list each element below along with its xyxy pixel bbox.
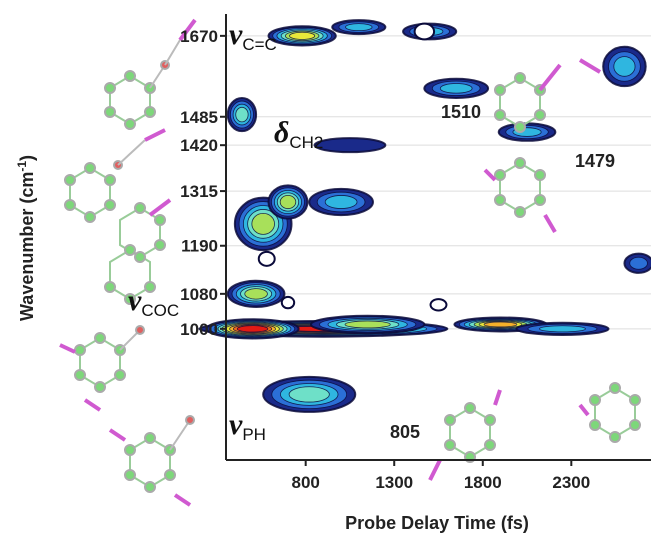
contour-level-5 [344, 320, 391, 329]
x-tick-label-800: 800 [292, 473, 320, 492]
contour-level-7 [483, 321, 518, 328]
contour-peak-13 [262, 375, 357, 413]
contour-peak-11 [308, 187, 374, 217]
contour-holes [257, 22, 448, 312]
y-tick-label-1190: 1190 [181, 237, 218, 256]
contour-level-4 [235, 106, 249, 123]
contour-peak-14 [226, 96, 258, 133]
y-axis-title-close: ) [17, 155, 37, 161]
annotation-805: 805 [390, 422, 420, 442]
y-axis-ticks: 1670 1485 1420 1315 1190 1080 1000 [180, 27, 226, 339]
molecule-4 [108, 415, 195, 507]
x-tick-label-2300: 2300 [552, 473, 590, 492]
molecule-5 [494, 58, 602, 133]
molecule-1 [104, 18, 197, 130]
y-tick-label-1000: 1000 [180, 320, 218, 339]
contour-map [198, 19, 651, 413]
annotation-nu-ph: νPH [229, 408, 266, 444]
annotation-1479: 1479 [575, 151, 615, 171]
molecule-8 [578, 382, 641, 443]
contour-level-6 [289, 31, 316, 40]
molecule-structures-right [428, 58, 641, 481]
y-axis-title-main: Wavenumber (cm [17, 172, 37, 321]
contour-peak-5 [515, 321, 610, 336]
contour-level-5 [244, 288, 268, 300]
contour-peak-8 [331, 19, 387, 36]
contour-hole-2 [257, 250, 276, 267]
contour-peak-18 [602, 45, 647, 88]
contour-hole-3 [280, 295, 296, 310]
contour-hole-1 [413, 22, 436, 41]
annotation-delta-ch2: δCH2 [274, 116, 323, 152]
x-tick-label-1300: 1300 [375, 473, 413, 492]
contour-level-4 [288, 386, 330, 403]
contour-peak-2 [205, 318, 300, 340]
y-tick-label-1485: 1485 [180, 108, 218, 127]
x-axis-title: Probe Delay Time (fs) [345, 513, 529, 533]
contour-level-3 [324, 195, 358, 209]
y-tick-label-1420: 1420 [180, 136, 218, 155]
y-axis-title: Wavenumber (cm-1) [15, 155, 37, 321]
contour-peak-10 [267, 184, 309, 220]
plot-area [198, 14, 651, 460]
contour-level-1 [313, 137, 387, 154]
y-tick-label-1670: 1670 [180, 27, 218, 46]
contour-peak-6 [267, 25, 337, 47]
contour-level-3 [345, 23, 373, 32]
contour-peak-3 [310, 314, 426, 335]
y-axis-title-exp: -1 [15, 161, 29, 172]
contour-peak-15 [423, 77, 490, 99]
contour-hole-4 [429, 298, 448, 312]
y-tick-label-1080: 1080 [180, 285, 218, 304]
y-tick-label-1315: 1315 [180, 182, 218, 201]
contour-peak-17 [313, 137, 387, 154]
annotation-1510: 1510 [441, 102, 481, 122]
contour-level-3 [539, 325, 586, 333]
contour-level-2 [629, 256, 648, 270]
x-axis-ticks: 800 1300 1800 2300 [292, 460, 590, 492]
contour-level-5 [251, 212, 275, 235]
contour-peak-12 [226, 279, 286, 308]
contour-level-9 [236, 325, 269, 333]
annotation-nu-coc: νCOC [128, 284, 179, 320]
contour-peak-16 [497, 122, 557, 142]
contour-level-3 [613, 56, 636, 77]
contour-level-5 [279, 194, 297, 210]
molecule-2 [64, 128, 172, 305]
annotations: νC=C δCH2 νCOC νPH 1510 1479 805 [128, 18, 615, 444]
molecule-3 [59, 325, 145, 412]
molecule-structures-left [59, 18, 197, 507]
x-tick-label-1800: 1800 [464, 473, 502, 492]
contour-level-3 [439, 83, 473, 94]
annotation-nu-cc: νC=C [229, 18, 277, 54]
axes: 1670 1485 1420 1315 1190 1080 1000 800 1300 1800… [180, 14, 651, 492]
contour-peak-19 [623, 252, 651, 274]
molecule-6 [483, 157, 557, 234]
